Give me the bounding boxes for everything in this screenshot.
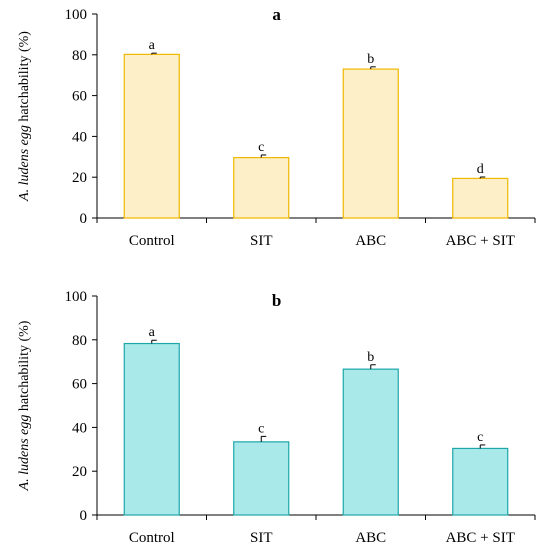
y-tick-label: 0 <box>80 211 88 227</box>
significance-letter: c <box>258 421 264 436</box>
bar-sit <box>233 157 290 219</box>
y-tick-label: 20 <box>72 170 87 186</box>
significance-letter: c <box>258 140 264 155</box>
significance-letter: d <box>477 162 484 177</box>
chart-panel-b: 0 20 40 60 80 100 a Control c SIT b ABC c ABC + SIT b A… <box>17 289 536 546</box>
bar-abc <box>342 68 399 219</box>
significance-letter: a <box>149 325 156 340</box>
y-axis-label-unit: hatchability (%) <box>17 31 32 125</box>
category-label: ABC + SIT <box>446 233 515 249</box>
significance-letter: a <box>149 38 156 53</box>
category-label: SIT <box>250 233 273 249</box>
category-label: Control <box>129 233 175 249</box>
y-axis-label-species: A. ludens egg <box>17 415 32 492</box>
y-tick-label: 20 <box>72 464 87 480</box>
y-axis-label: A. ludens egg hatchability (%) <box>17 31 32 202</box>
bar-abc-sit <box>452 447 509 516</box>
panel-title: a <box>272 5 281 24</box>
y-tick-label: 60 <box>72 89 87 105</box>
significance-letter: c <box>477 430 483 445</box>
y-axis-label-unit: hatchability (%) <box>17 320 32 414</box>
significance-letter: b <box>367 350 374 365</box>
y-axis-label-species: A. ludens egg <box>17 125 32 202</box>
chart-panel-a: 0 20 40 60 80 100 a Control c SIT b ABC d ABC + SIT a A… <box>17 5 536 249</box>
category-label: ABC + SIT <box>446 530 515 546</box>
y-tick-label: 40 <box>72 420 87 436</box>
bar-sit <box>233 441 290 516</box>
y-tick-label: 60 <box>72 377 87 393</box>
y-tick-label: 100 <box>65 7 88 23</box>
category-label: ABC <box>355 233 386 249</box>
y-axis-label: A. ludens egg hatchability (%) <box>17 320 32 491</box>
category-label: SIT <box>250 530 273 546</box>
bar-abc-sit <box>452 177 509 219</box>
y-tick-label: 40 <box>72 129 87 145</box>
significance-letter: b <box>367 52 374 67</box>
bar-control <box>123 342 180 516</box>
y-tick-label: 0 <box>80 508 88 524</box>
category-label: Control <box>129 530 175 546</box>
y-tick-label: 80 <box>72 48 87 64</box>
y-tick-label: 80 <box>72 333 87 349</box>
bar-control <box>123 53 180 219</box>
category-label: ABC <box>355 530 386 546</box>
y-tick-label: 100 <box>65 289 88 305</box>
panel-title: b <box>272 291 281 310</box>
bar-abc <box>342 368 399 516</box>
